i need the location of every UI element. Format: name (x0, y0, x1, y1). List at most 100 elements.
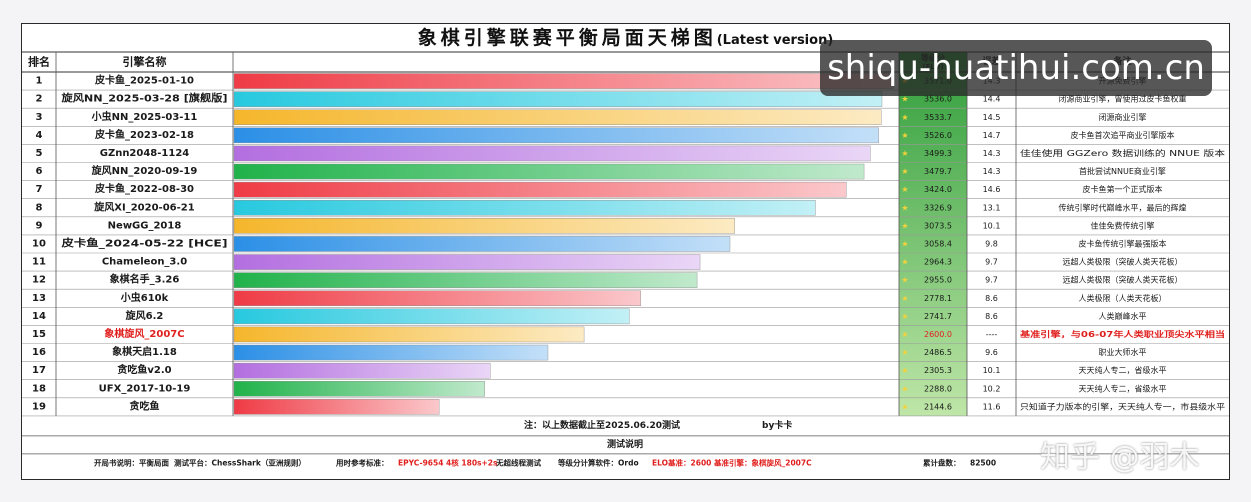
bar (233, 381, 485, 397)
row-engine-name: NewGG_2018 (108, 220, 182, 231)
byline-text: by卡卡 (762, 419, 792, 431)
row-remark: 皮卡鱼传统引擎最强版本 (1079, 238, 1167, 248)
section-title: 测试说明 (607, 438, 643, 450)
zhihu-watermark: 知乎 @羽木 (1040, 440, 1200, 475)
bar (233, 218, 735, 234)
row-rank: 7 (36, 184, 43, 195)
row-elo-label: 3058.4 (924, 239, 952, 248)
row-elo-label: 3073.5 (924, 221, 952, 230)
row-star-icon: ★ (901, 113, 908, 122)
row-star-icon: ★ (901, 221, 908, 230)
row-remark: 职业大师水平 (1099, 347, 1147, 357)
row-rank: 9 (36, 220, 43, 231)
bar (233, 236, 731, 252)
row-error: 9.7 (985, 276, 998, 285)
row-engine-name: 小虫NN_2025-03-11 (91, 110, 198, 123)
row-rank: 12 (32, 275, 46, 286)
row-error: 14.5 (983, 113, 1001, 122)
row-rank: 11 (32, 257, 46, 268)
row-rank: 2 (36, 94, 43, 105)
chart-svg: 排名引擎名称等级分(ELO)误差备注1皮卡鱼_2025-01-10★3571.0… (22, 51, 1229, 467)
row-remark: 天天纯人专二，省级水平 (1079, 383, 1167, 393)
row-rank: 14 (32, 311, 46, 322)
bar (233, 109, 882, 125)
footer-platform: 测试平台：ChessShark（亚洲规则） (174, 457, 306, 467)
row-engine-name: 贪吃鱼v2.0 (116, 363, 171, 376)
bar (233, 308, 630, 325)
bar (233, 254, 701, 270)
row-rank: 8 (36, 202, 43, 213)
row-rank: 5 (36, 148, 43, 159)
row-star-icon: ★ (901, 239, 908, 248)
row-elo-label: 2778.1 (924, 294, 952, 303)
row-remark: 佳佳免费传统引擎 (1091, 220, 1155, 230)
row-rank: 18 (32, 383, 46, 394)
row-remark: 基准引擎，与06-07年人类职业顶尖水平相当 (1019, 329, 1225, 339)
row-elo-label: 3533.7 (924, 113, 952, 122)
row-star-icon: ★ (901, 348, 908, 357)
row-star-icon: ★ (901, 167, 908, 176)
row-engine-name: 小虫610k (120, 291, 169, 304)
row-engine-name: 象棋旋风_2007C (104, 327, 184, 340)
row-rank: 6 (36, 166, 43, 177)
row-error: 9.8 (985, 239, 998, 248)
row-star-icon: ★ (901, 366, 908, 375)
bar (233, 145, 871, 162)
ladder-chart: 象棋引擎联赛平衡局面天梯图(Latest version) 排名引擎名称等级分(… (21, 23, 1230, 480)
row-elo-label: 3526.0 (924, 131, 952, 140)
row-error: ---- (986, 330, 998, 339)
row-elo-label: 2288.0 (924, 384, 952, 393)
row-star-icon: ★ (901, 131, 908, 140)
row-star-icon: ★ (901, 185, 908, 194)
row-rank: 3 (36, 112, 43, 123)
row-engine-name: 皮卡鱼_2024-05-22 [HCE] (60, 236, 227, 249)
row-remark: 远超人类极限（突破人类天花板） (1063, 257, 1183, 267)
row-engine-name: 旋风NN_2025-03-28 [旗舰版] (60, 92, 227, 105)
row-engine-name: 皮卡鱼_2022-08-30 (94, 182, 194, 195)
row-rank: 19 (32, 401, 46, 412)
row-rank: 10 (32, 238, 46, 249)
row-error: 9.7 (985, 258, 998, 267)
row-remark: 远超人类极限（突破人类天花板） (1063, 275, 1183, 285)
row-elo-label: 2600.0 (924, 330, 952, 339)
row-remark: 只知道子力版本的引擎，天天纯人专一，市县级水平 (1020, 401, 1225, 411)
row-engine-name: 旋风6.2 (125, 309, 164, 322)
row-error: 11.6 (983, 402, 1001, 411)
bar (233, 362, 491, 379)
footer-baseline: ELO基准：2600 基准引擎：象棋旋风_2007C (652, 457, 812, 467)
elo-column-background (899, 52, 967, 416)
row-star-icon: ★ (901, 312, 908, 321)
row-engine-name: UFX_2017-10-19 (99, 383, 191, 394)
row-error: 10.1 (983, 366, 1001, 375)
row-remark: 天天纯人专二，省级水平 (1079, 365, 1167, 375)
bar (233, 399, 440, 415)
row-error: 8.6 (985, 294, 998, 303)
row-error: 14.6 (983, 185, 1001, 194)
row-rank: 13 (32, 293, 46, 304)
bar (233, 272, 698, 288)
chart-title: 象棋引擎联赛平衡局面天梯图(Latest version) (22, 24, 1229, 52)
row-engine-name: Chameleon_3.0 (102, 257, 187, 268)
row-engine-name: 皮卡鱼_2023-02-18 (94, 128, 194, 141)
footer-time-label: 用时参考标准： (336, 457, 389, 467)
row-engine-name: GZnn2048-1124 (100, 148, 190, 159)
row-star-icon: ★ (901, 149, 908, 158)
row-remark: 佳佳使用 GGZero 数据训练的 NNUE 版本 (1020, 148, 1225, 158)
row-engine-name: 象棋天启1.18 (112, 345, 177, 358)
row-elo-label: 3499.3 (924, 149, 952, 158)
bar (233, 199, 816, 216)
row-star-icon: ★ (901, 294, 908, 303)
row-error: 14.3 (983, 149, 1001, 158)
row-star-icon: ★ (901, 384, 908, 393)
row-error: 14.7 (983, 131, 1001, 140)
row-star-icon: ★ (901, 203, 908, 212)
footer-opening: 开局书说明：平衡局面 (94, 457, 169, 467)
bar (233, 181, 847, 198)
footer-time-value: EPYC-9654 4核 180s+2s (398, 457, 498, 467)
footer-total-label: 累计盘数： (923, 457, 961, 467)
bar (233, 326, 585, 343)
row-elo-label: 2144.6 (924, 402, 952, 411)
row-rank: 4 (36, 130, 43, 141)
row-remark: 皮卡鱼首次追平商业引擎版本 (1071, 130, 1175, 140)
row-star-icon: ★ (901, 95, 908, 104)
